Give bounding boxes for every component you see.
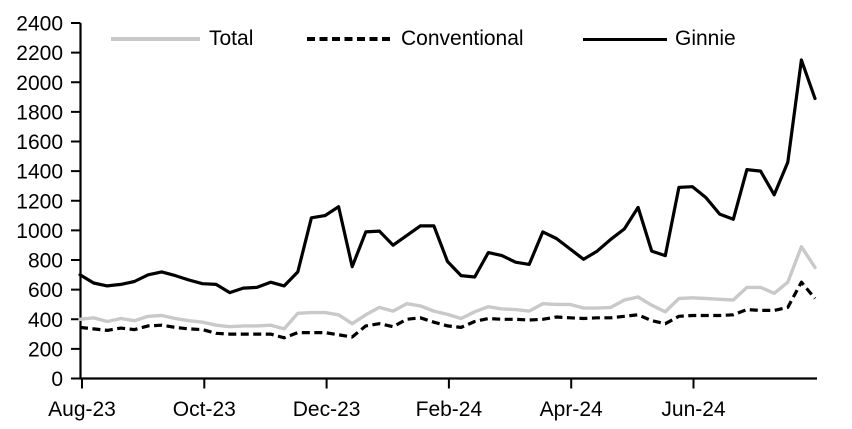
x-tick-label: Dec-23 [293,398,361,421]
x-tick-label: Jun-24 [661,398,726,421]
y-tick-label: 600 [28,279,63,302]
y-tick-label: 1800 [16,101,63,124]
y-tick-label: 800 [28,250,63,273]
x-tick-label: Feb-24 [416,398,483,421]
legend-item-conventional: Conventional [307,27,524,51]
y-tick-label: 0 [51,368,63,391]
series-conventional-line [79,280,817,340]
legend-item-total: Total [111,27,253,51]
y-tick-label: 2200 [16,42,63,65]
y-tick-label: 1400 [16,161,63,184]
y-tick-label: 2400 [16,13,63,36]
ginnie-line-swatch [583,37,667,41]
series-ginnie-line [78,58,817,295]
y-tick-label: 2000 [16,72,63,95]
legend-label-total: Total [209,27,254,50]
x-tick-label: Aug-23 [48,398,116,421]
total-line-swatch [111,37,200,41]
x-tick-label: Apr-24 [540,398,603,421]
legend-label-conventional: Conventional [401,27,524,50]
y-tick-label: 200 [28,338,63,361]
x-tick-label: Oct-23 [173,398,236,421]
conventional-line-swatch [307,37,391,41]
y-tick-label: 1200 [16,190,63,213]
y-tick-label: 400 [28,309,63,332]
legend-item-ginnie: Ginnie [583,27,736,51]
series-total-line [78,244,817,331]
y-tick-label: 1600 [16,131,63,154]
legend-label-ginnie: Ginnie [675,27,736,50]
y-tick-label: 1000 [16,220,63,243]
